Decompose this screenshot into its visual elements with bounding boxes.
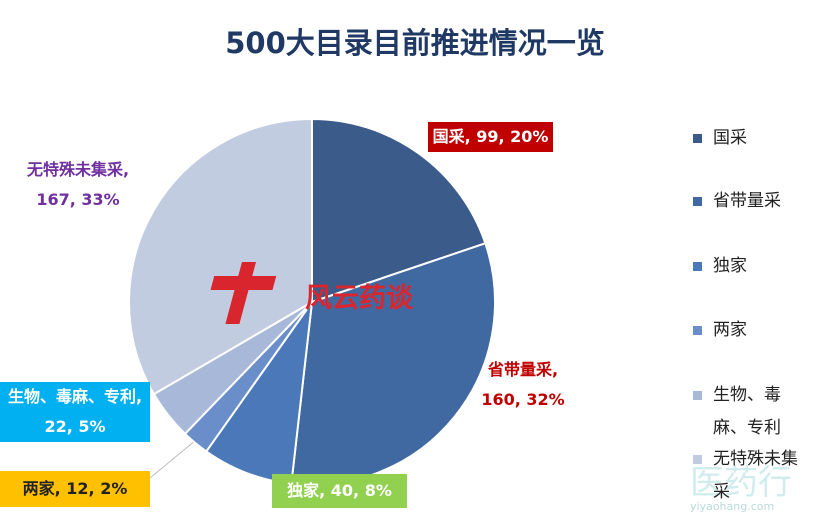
legend-item: 省带量采 xyxy=(693,185,803,218)
pie-slice xyxy=(128,117,313,396)
legend-item: 独家 xyxy=(693,250,803,283)
data-label: 独家, 40, 8% xyxy=(272,474,407,508)
legend-label: 省带量采 xyxy=(713,191,781,211)
legend-swatch xyxy=(693,391,702,400)
logo xyxy=(210,262,277,324)
legend-item: 生物、毒麻、专利 xyxy=(693,379,803,445)
legend-label: 国采 xyxy=(713,128,747,148)
legend-item: 国采 xyxy=(693,122,803,155)
pie-slice xyxy=(311,117,487,304)
legend-label: 两家 xyxy=(713,320,747,340)
legend-swatch xyxy=(693,455,702,464)
legend-label: 独家 xyxy=(713,256,747,276)
watermark: 风云药谈 xyxy=(305,283,413,314)
legend-label: 生物、毒麻、专利 xyxy=(713,385,781,438)
watermark: yiyaohang.com xyxy=(690,500,775,513)
data-label: 国采, 99, 20% xyxy=(428,122,553,152)
legend-swatch xyxy=(693,134,702,143)
legend-swatch xyxy=(693,197,702,206)
data-label: 两家, 12, 2% xyxy=(0,471,150,507)
chart-title: 500大目录目前推进情况一览 xyxy=(225,26,605,60)
data-label: 省带量采, 160, 32% xyxy=(481,360,565,409)
data-label: 无特殊未集采, 167, 33% xyxy=(26,160,130,209)
legend-item: 两家 xyxy=(693,314,803,347)
data-label: 生物、毒麻、专利, 22, 5% xyxy=(0,382,150,442)
legend-swatch xyxy=(693,326,702,335)
watermark: 医药行 xyxy=(690,463,792,503)
legend-swatch xyxy=(693,262,702,271)
leader-line xyxy=(149,439,197,479)
legend-label: 无特殊未集采 xyxy=(713,449,798,502)
legend-item: 无特殊未集采 xyxy=(693,443,803,509)
